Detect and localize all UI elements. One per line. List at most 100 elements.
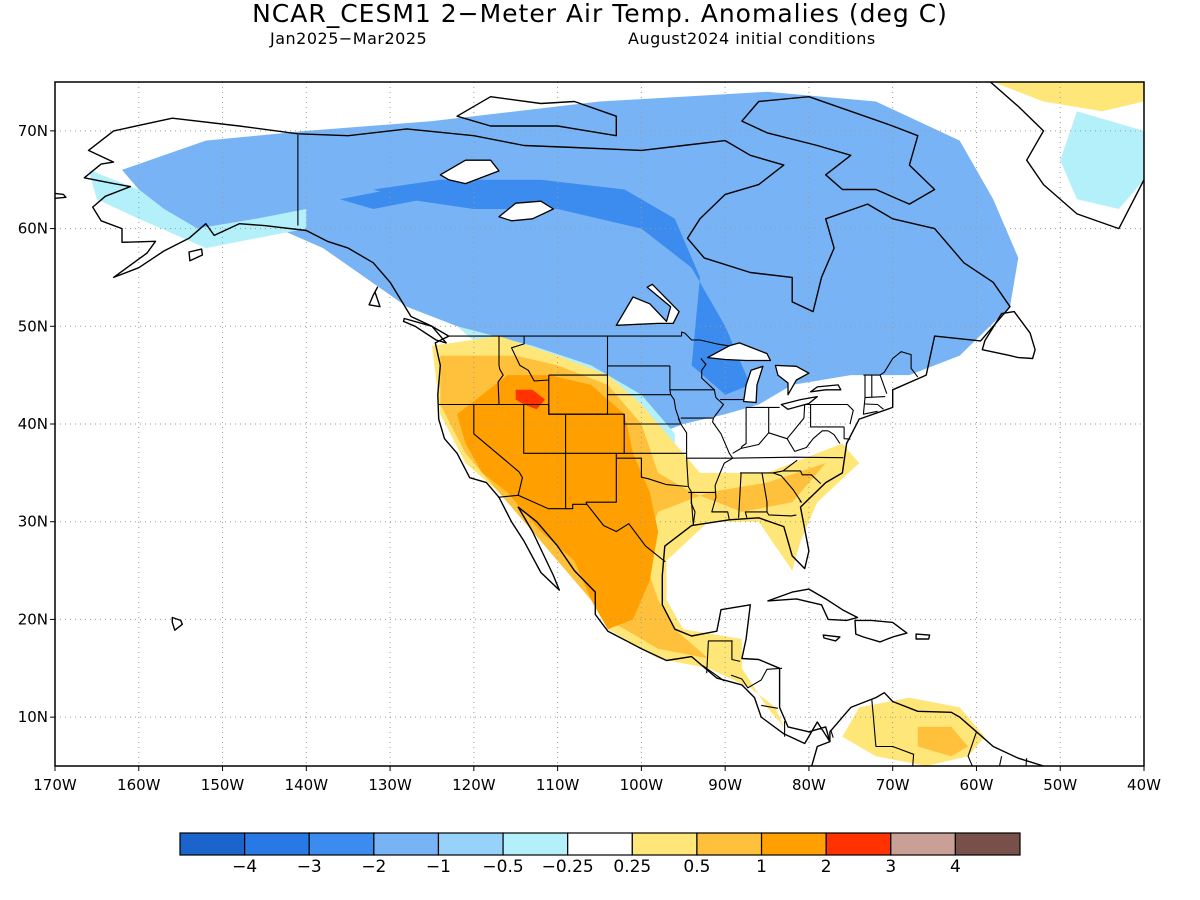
coastline-8 [915,633,931,640]
border-37 [729,456,844,459]
border-45 [804,403,845,428]
colorbar-swatch [890,832,956,856]
lon-tick-label: 130W [368,776,412,794]
border-57 [706,640,733,674]
lon-tick-label: 70W [876,776,910,794]
political-borders [297,134,1028,766]
border-50 [862,375,878,415]
border-59 [730,667,783,689]
coastline-10 [981,310,1036,360]
anomaly-region-3 [373,179,751,395]
gridlines [55,82,1144,766]
colorbar-swatch [437,832,504,856]
colorbar-swatch [631,832,698,856]
anomaly-region-0 [122,91,1019,434]
border-48 [843,426,851,440]
coastline-14 [55,192,67,200]
lon-tick-label: 40W [1127,776,1161,794]
border-7 [510,336,549,382]
lat-tick-label: 70N [18,122,48,140]
border-65 [998,756,1003,766]
lake-3 [780,395,818,410]
border-55 [498,494,519,498]
border-49 [863,351,919,378]
lake-6 [498,200,555,222]
lon-tick-label: 150W [201,776,245,794]
border-63 [871,699,915,766]
lake-4 [809,384,842,393]
colorbar-swatch [696,832,763,856]
lake-7 [439,159,500,185]
border-39 [738,472,742,518]
colorbar-label: 0.25 [613,857,651,877]
border-30 [690,492,694,525]
coastline-0 [83,117,1011,745]
lon-tick-label: 100W [620,776,664,794]
colorbar-swatch [567,832,633,856]
colorbar-label: −3 [297,857,322,877]
colorbar-swatch [308,832,375,856]
lon-tick-label: 50W [1043,776,1077,794]
lon-tick-label: 120W [452,776,496,794]
border-3 [497,336,504,405]
border-42 [772,472,802,503]
border-67 [702,664,725,682]
border-62 [830,729,834,738]
coastline-15 [188,248,204,262]
colorbar-label: 0.5 [683,857,710,877]
axis-ticks: 70N 60N 50N 40N 30N 20N 10N 170W 160W 150W 140W 130… [18,122,1161,794]
colorbar-label: −1 [426,857,451,877]
coastlines [55,82,1144,766]
lake-0 [706,342,772,362]
border-1 [681,331,729,347]
border-8 [523,404,567,454]
coastline-7 [822,634,841,642]
colorbar-label: −0.25 [542,857,594,877]
border-66 [1025,758,1028,766]
coastline-11 [368,286,381,308]
border-47 [827,430,841,444]
lat-tick-label: 60N [18,220,48,238]
lake-2 [774,364,810,396]
border-24 [700,358,715,391]
coastline-5 [767,588,859,622]
lon-tick-label: 80W [792,776,826,794]
anomaly-region-10 [917,726,969,757]
map-title: NCAR_CESM1 2−Meter Air Temp. Anomalies (… [252,0,948,28]
anomaly-region-4 [339,189,424,209]
colorbar-label: −2 [361,857,386,877]
colorbar-label: 2 [821,857,832,877]
colorbar-label: 4 [950,857,961,877]
initial-conditions: August2024 initial conditions [628,29,876,48]
coastline-12 [402,317,447,344]
coastline-2 [741,95,936,205]
coastline-6 [854,619,908,643]
lon-tick-label: 60W [960,776,994,794]
colorbar-swatch [244,832,310,856]
lat-tick-label: 20N [18,610,48,628]
border-41 [766,511,797,517]
colorbar-swatch [954,832,1021,856]
border-36 [740,404,806,449]
lon-tick-label: 140W [285,776,329,794]
border-11 [565,413,625,454]
border-58 [731,640,741,662]
border-26 [677,417,682,425]
anomaly-region-11 [993,82,1144,112]
lat-tick-label: 30N [18,513,48,531]
anomaly-region-12 [1060,111,1144,209]
coastline-1 [989,82,1144,230]
lon-tick-label: 160W [117,776,161,794]
coastline-4 [456,95,617,137]
colorbar-swatch [502,832,569,856]
border-5 [473,404,520,473]
lake-5 [615,283,680,326]
border-18 [616,457,688,488]
lat-tick-label: 40N [18,415,48,433]
lon-tick-label: 170W [33,776,77,794]
border-60 [761,704,778,709]
border-54 [864,396,886,399]
colorbar: −4 −3 −2 −1 −0.5 −0.25 0.25 0.5 1 2 3 4 [179,832,1021,877]
border-9 [517,471,587,510]
